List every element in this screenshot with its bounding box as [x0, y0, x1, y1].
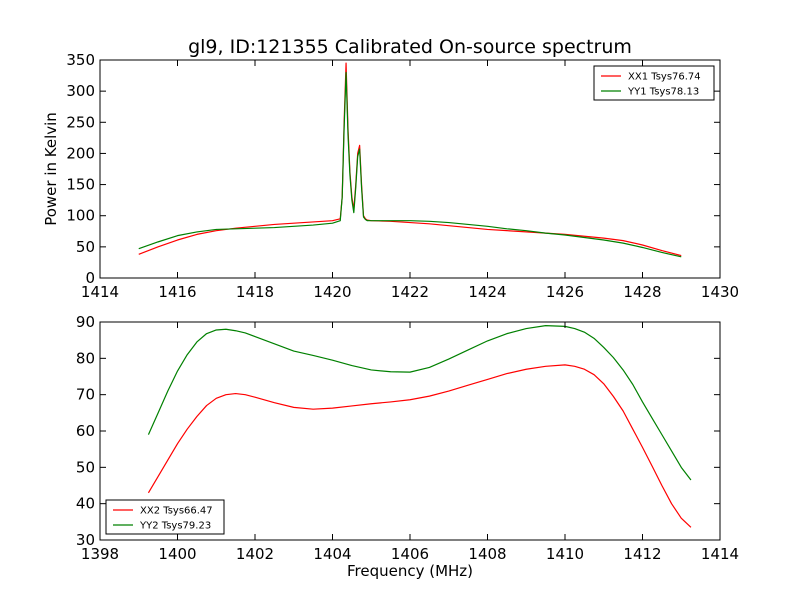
y-tick-label: 30 [76, 531, 95, 549]
legend-entry: XX1 Tsys76.74 [628, 72, 701, 83]
y-tick-label: 70 [76, 386, 95, 404]
x-tick-label: 1418 [236, 283, 274, 301]
x-tick-label: 1420 [313, 283, 351, 301]
x-tick-label: 1402 [236, 545, 274, 563]
y-tick-label: 250 [66, 113, 95, 131]
x-tick-label: 1404 [313, 545, 351, 563]
y-tick-label: 80 [76, 349, 95, 367]
x-tick-label: 1424 [468, 283, 506, 301]
legend-box [105, 499, 225, 535]
series-line-1-1 [147, 325, 692, 481]
x-axis-label: Frequency (MHz) [347, 562, 473, 580]
y-axis-label: Power in Kelvin [42, 112, 60, 226]
x-tick-label: 1412 [623, 545, 661, 563]
legend-entry: YY1 Tsys78.13 [627, 87, 699, 98]
legend-box [593, 65, 715, 101]
x-tick-label: 1428 [623, 283, 661, 301]
x-tick-label: 1414 [81, 283, 119, 301]
top-chart: 1414 1416 1418 1420 1422 1424 1426 1428 1430 0 50 1… [42, 36, 739, 301]
x-tick-label: 1430 [701, 283, 739, 301]
y-tick-label: 50 [76, 238, 95, 256]
y-tick-label: 150 [66, 176, 95, 194]
legend-entry: YY2 Tsys79.23 [139, 521, 211, 532]
y-tick-label: 200 [66, 144, 95, 162]
x-tick-label: 1406 [391, 545, 429, 563]
y-tick-label: 300 [66, 82, 95, 100]
y-tick-label: 100 [66, 207, 95, 225]
x-tick-label: 1422 [391, 283, 429, 301]
y-tick-label: 50 [76, 458, 95, 476]
chart-title: gl9, ID:121355 Calibrated On-source spec… [188, 36, 632, 58]
bottom-chart: 1398 1400 1402 1404 1406 1408 1410 1412 1414 30 40… [76, 313, 739, 580]
x-tick-label: 1398 [81, 545, 119, 563]
series-line-1-0 [147, 364, 692, 528]
x-tick-label: 1400 [158, 545, 196, 563]
x-tick-label: 1410 [546, 545, 584, 563]
x-tick-label: 1414 [701, 545, 739, 563]
y-tick-label: 90 [76, 313, 95, 331]
legend-entry: XX2 Tsys66.47 [140, 506, 213, 517]
x-tick-label: 1416 [158, 283, 196, 301]
legend: XX1 Tsys76.74 YY1 Tsys78.13 [593, 65, 715, 101]
x-tick-label: 1408 [468, 545, 506, 563]
x-tick-label: 1426 [546, 283, 584, 301]
y-tick-label: 350 [66, 51, 95, 69]
series-line-0-1 [138, 71, 682, 258]
y-tick-label: 0 [85, 269, 95, 287]
legend: XX2 Tsys66.47 YY2 Tsys79.23 [105, 499, 225, 535]
y-tick-label: 40 [76, 495, 95, 513]
y-tick-label: 60 [76, 422, 95, 440]
